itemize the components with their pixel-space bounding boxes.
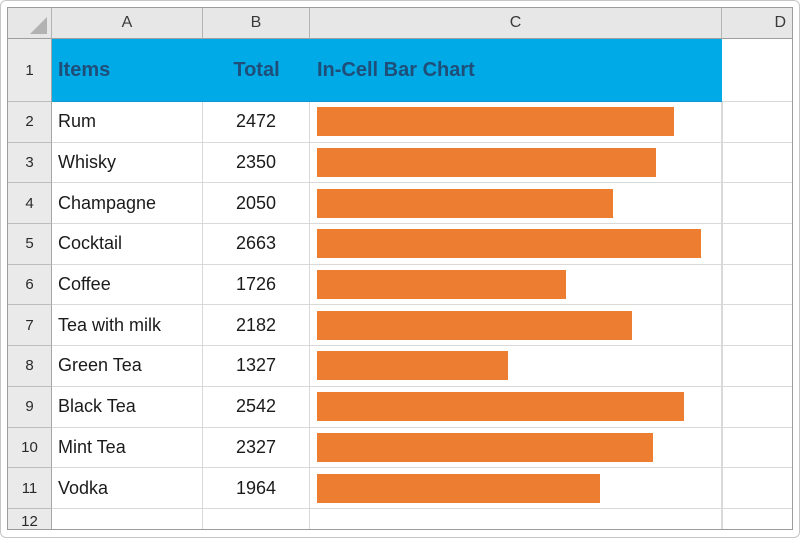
- partial-row-12: 12: [8, 508, 792, 529]
- table-row: 7 Tea with milk 2182: [8, 305, 792, 347]
- bar-cell[interactable]: [310, 305, 722, 347]
- bar-cell[interactable]: [310, 142, 722, 184]
- column-header-c[interactable]: C: [310, 8, 722, 39]
- column-header-b[interactable]: B: [203, 8, 310, 39]
- empty-cell[interactable]: [722, 468, 792, 509]
- table-row: 4 Champagne 2050: [8, 183, 792, 225]
- in-cell-bar: [317, 432, 653, 462]
- empty-cell[interactable]: [310, 508, 722, 529]
- empty-cell[interactable]: [722, 183, 792, 225]
- item-cell[interactable]: Vodka: [52, 468, 203, 509]
- in-cell-bar: [317, 188, 613, 218]
- table-row: 8 Green Tea 1327: [8, 346, 792, 387]
- table-row: 11 Vodka 1964: [8, 468, 792, 509]
- empty-cell[interactable]: [722, 224, 792, 265]
- table-row: 5 Cocktail 2663: [8, 224, 792, 265]
- empty-cell[interactable]: [722, 264, 792, 306]
- in-cell-bar: [317, 107, 674, 137]
- empty-cell[interactable]: [722, 102, 792, 143]
- row-number[interactable]: 4: [8, 183, 52, 225]
- data-rows-container: 2 Rum 2472 3 Whisky 2350 4 Champagne 205…: [8, 102, 792, 509]
- total-cell[interactable]: 1327: [203, 346, 310, 387]
- item-cell[interactable]: Rum: [52, 102, 203, 143]
- select-all-corner[interactable]: [8, 8, 52, 39]
- in-cell-bar: [317, 392, 684, 422]
- bar-cell[interactable]: [310, 102, 722, 143]
- table-row: 10 Mint Tea 2327: [8, 427, 792, 469]
- bar-cell[interactable]: [310, 264, 722, 306]
- column-header-d[interactable]: D: [722, 8, 792, 39]
- items-header-cell[interactable]: Items: [58, 58, 111, 81]
- bar-cell[interactable]: [310, 468, 722, 509]
- column-header-a[interactable]: A: [52, 8, 203, 39]
- row-number[interactable]: 1: [8, 39, 52, 102]
- in-cell-bar: [317, 148, 657, 178]
- row-number[interactable]: 6: [8, 264, 52, 306]
- row-number[interactable]: 2: [8, 102, 52, 143]
- bar-cell[interactable]: [310, 427, 722, 469]
- row-number[interactable]: 8: [8, 346, 52, 387]
- bar-cell[interactable]: [310, 386, 722, 428]
- column-header-row: A B C D: [8, 8, 792, 39]
- item-cell[interactable]: Whisky: [52, 142, 203, 184]
- table-row: 3 Whisky 2350: [8, 142, 792, 184]
- header-row-1: 1 Items Total In-Cell Bar Chart: [8, 39, 792, 102]
- empty-cell[interactable]: [722, 508, 792, 529]
- in-cell-bar: [317, 310, 632, 340]
- row-number[interactable]: 3: [8, 142, 52, 184]
- item-cell[interactable]: Black Tea: [52, 386, 203, 428]
- total-cell[interactable]: 2050: [203, 183, 310, 225]
- total-cell[interactable]: 2472: [203, 102, 310, 143]
- item-cell[interactable]: Champagne: [52, 183, 203, 225]
- total-header-cell[interactable]: Total: [233, 58, 280, 81]
- row-number[interactable]: 12: [8, 508, 52, 529]
- item-cell[interactable]: Tea with milk: [52, 305, 203, 347]
- table-row: 2 Rum 2472: [8, 102, 792, 143]
- total-cell[interactable]: 2182: [203, 305, 310, 347]
- item-cell[interactable]: Mint Tea: [52, 427, 203, 469]
- table-row: 6 Coffee 1726: [8, 264, 792, 306]
- empty-cell[interactable]: [722, 142, 792, 184]
- total-cell[interactable]: 1964: [203, 468, 310, 509]
- bar-cell[interactable]: [310, 224, 722, 265]
- table-title-band[interactable]: Items Total In-Cell Bar Chart: [52, 39, 722, 102]
- empty-cell[interactable]: [203, 508, 310, 529]
- empty-cell-d1[interactable]: [722, 39, 792, 102]
- item-cell[interactable]: Cocktail: [52, 224, 203, 265]
- total-cell[interactable]: 2327: [203, 427, 310, 469]
- row-number[interactable]: 5: [8, 224, 52, 265]
- bar-cell[interactable]: [310, 346, 722, 387]
- total-cell[interactable]: 2350: [203, 142, 310, 184]
- item-cell[interactable]: Green Tea: [52, 346, 203, 387]
- total-cell[interactable]: 1726: [203, 264, 310, 306]
- empty-cell[interactable]: [722, 346, 792, 387]
- total-cell[interactable]: 2542: [203, 386, 310, 428]
- in-cell-bar: [317, 351, 509, 381]
- select-all-triangle-icon: [30, 17, 47, 34]
- row-number[interactable]: 10: [8, 427, 52, 469]
- row-number[interactable]: 7: [8, 305, 52, 347]
- row-number[interactable]: 9: [8, 386, 52, 428]
- table-row: 9 Black Tea 2542: [8, 386, 792, 428]
- empty-cell[interactable]: [722, 427, 792, 469]
- chart-title-cell[interactable]: In-Cell Bar Chart: [317, 58, 475, 81]
- item-cell[interactable]: Coffee: [52, 264, 203, 306]
- in-cell-bar: [317, 473, 601, 503]
- empty-cell[interactable]: [52, 508, 203, 529]
- in-cell-bar: [317, 270, 567, 300]
- empty-cell[interactable]: [722, 305, 792, 347]
- spreadsheet-grid: A B C D 1 Items Total In-Cell Bar Chart …: [7, 7, 793, 530]
- bar-cell[interactable]: [310, 183, 722, 225]
- empty-cell[interactable]: [722, 386, 792, 428]
- total-cell[interactable]: 2663: [203, 224, 310, 265]
- row-number[interactable]: 11: [8, 468, 52, 509]
- in-cell-bar: [317, 229, 702, 259]
